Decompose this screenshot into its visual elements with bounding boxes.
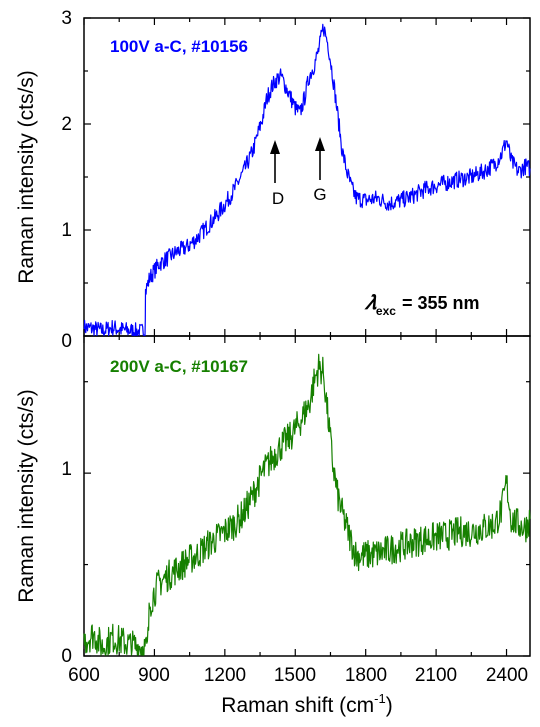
x-tick-label: 900 [138,665,170,686]
x-tick-label: 1500 [274,665,316,686]
y-axis-title-top: Raman intensity (cts/s) [15,70,38,284]
y-axis-title-bottom: Raman intensity (cts/s) [15,389,38,603]
y-tick-label: 3 [61,8,72,29]
x-axis-title-superscript: -1 [374,691,386,706]
arrow-g-peak [315,137,325,180]
lambda-subscript: exc [376,304,396,318]
peak-label-d: D [272,189,284,208]
x-tick-label: 600 [68,665,100,686]
x-axis-title: Raman shift (cm-1) [221,691,392,717]
y-tick-label: 1 [61,459,72,480]
series-label-100v: 100V a-C, #10156 [110,37,248,56]
x-tick-label: 1200 [204,665,246,686]
arrow-d-peak [270,140,280,183]
x-axis-title-main: Raman shift (cm [221,694,374,717]
x-tick-label: 2100 [415,665,457,686]
bottom-plot-frame [83,335,531,657]
excitation-wavelength-label: 𝜆exc = 355 nm [364,292,480,318]
series-label-100v-text: 100V a-C, #10156 [110,37,248,56]
y-tick-label: 0 [61,331,72,352]
peak-label-g: G [313,185,326,204]
y-tick-label: 2 [61,114,72,135]
y-tick-label: 0 [61,646,72,667]
top-axis-ticks [83,17,530,337]
x-tick-label: 1800 [345,665,387,686]
series-label-200v: 200V a-C, #10167 [110,357,248,376]
bottom-axis-ticks [83,336,530,657]
x-axis-title-close: ) [386,694,393,717]
lambda-symbol: 𝜆 [364,292,377,314]
series-label-200v-text: 200V a-C, #10167 [110,357,248,376]
x-tick-label: 2400 [486,665,528,686]
y-tick-label: 1 [61,220,72,241]
series-line-100v [83,23,531,337]
series-line-200v [83,353,531,656]
lambda-value: = 355 nm [402,293,480,313]
